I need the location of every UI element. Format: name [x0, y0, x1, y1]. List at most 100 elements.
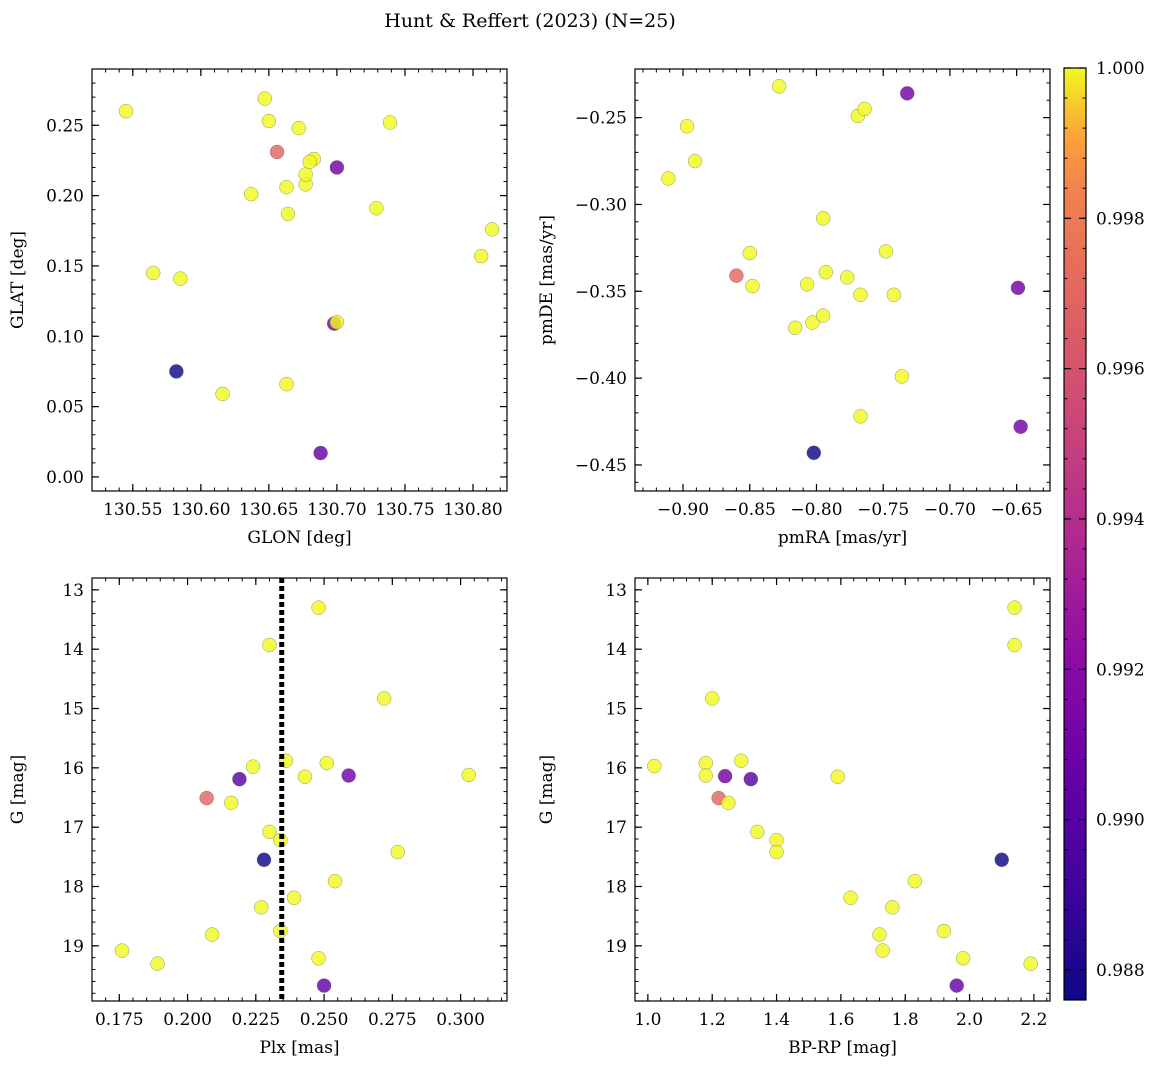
scatter-point: [806, 445, 822, 461]
y-axis-label: pmDE [mas/yr]: [537, 215, 557, 345]
scatter-point: [256, 852, 272, 868]
scatter-point: [894, 369, 910, 384]
x-axis-label: pmRA [mas/yr]: [778, 528, 907, 548]
y-tick-label: 0.25: [46, 116, 84, 136]
x-tick-label: 0.200: [163, 1010, 212, 1030]
scatter-point: [297, 769, 313, 784]
scatter-point: [473, 248, 489, 264]
scatter-point: [886, 287, 902, 303]
points: [118, 91, 500, 461]
y-tick-label: 0.05: [46, 398, 84, 418]
y-tick-label: −0.25: [575, 109, 627, 129]
colorbar-tick-label: 0.994: [1096, 510, 1145, 530]
y-tick-label: 15: [62, 700, 84, 720]
scatter-point: [679, 119, 695, 134]
x-tick-label: 130.65: [239, 500, 298, 520]
x-tick-label: 0.225: [231, 1010, 280, 1030]
scatter-point: [875, 943, 890, 958]
scatter-point: [376, 691, 392, 706]
scatter-point: [769, 844, 784, 860]
scatter-point: [223, 795, 239, 811]
scatter-point: [878, 244, 894, 259]
scatter-point: [799, 277, 815, 292]
x-tick-label: 130.80: [443, 500, 502, 520]
scatter-point: [949, 978, 964, 993]
y-tick-label: 14: [605, 640, 627, 660]
scatter-point: [787, 320, 803, 336]
scatter-point: [853, 287, 868, 303]
points: [647, 600, 1038, 993]
y-tick-label: −0.40: [575, 369, 627, 389]
scatter-point: [390, 844, 406, 860]
y-tick-label: 13: [605, 581, 627, 601]
scatter-point: [733, 753, 749, 768]
scatter-point: [327, 873, 343, 889]
scatter-point: [279, 179, 294, 195]
panel-bprp-g: 1.0 1.2 1.4 1.6 1.8 2.0 2.2 13 14 15 16 17 18 19 BP-RP…: [537, 577, 1051, 1058]
x-tick-label: 1.0: [634, 1010, 661, 1030]
scatter-point: [818, 264, 834, 280]
y-tick-label: −0.30: [575, 195, 627, 215]
scatter-point: [114, 943, 130, 958]
panel-plx-g: 0.175 0.200 0.225 0.250 0.275 0.300 13 14 15 16 17…: [8, 577, 508, 1058]
figure-title: Hunt & Reffert (2023) (N=25): [384, 10, 676, 32]
y-tick-label: 13: [62, 581, 84, 601]
scatter-point: [717, 768, 733, 784]
x-tick-label: 1.8: [892, 1010, 919, 1030]
scatter-point: [169, 364, 184, 379]
x-tick-label: 130.70: [307, 500, 366, 520]
scatter-point: [262, 637, 277, 653]
scatter-point: [302, 154, 317, 170]
scatter-point: [1013, 419, 1028, 434]
y-tick-label: 0.00: [46, 468, 84, 488]
x-axis-label: Plx [mas]: [259, 1038, 339, 1058]
scatter-point: [749, 824, 765, 840]
scatter-point: [311, 951, 326, 966]
y-axis-label: G [mag]: [8, 755, 28, 824]
y-axis-label: GLAT [deg]: [8, 231, 28, 329]
scatter-point: [647, 758, 662, 774]
scatter-point: [280, 206, 296, 222]
scatter-point: [687, 153, 703, 169]
y-tick-label: 14: [62, 640, 84, 660]
scatter-point: [291, 120, 307, 136]
y-tick-label: 0.10: [46, 327, 84, 347]
scatter-point: [173, 271, 188, 286]
y-tick-label: 19: [62, 937, 84, 957]
x-tick-label: 130.60: [171, 500, 230, 520]
x-tick-label: 2.0: [956, 1010, 983, 1030]
scatter-point: [382, 115, 398, 130]
scatter-point: [857, 101, 872, 117]
x-tick-label: −0.65: [991, 500, 1043, 520]
x-tick-label: 0.250: [300, 1010, 349, 1030]
scatter-point: [853, 409, 868, 424]
scatter-point: [1007, 637, 1022, 653]
scatter-point: [815, 211, 831, 226]
points: [661, 79, 1028, 461]
scatter-point: [269, 144, 285, 160]
colorbar-tick-label: 0.988: [1096, 961, 1145, 981]
scatter-point: [815, 308, 831, 323]
x-tick-label: 0.175: [95, 1010, 144, 1030]
tick-marks: [634, 577, 1050, 1001]
colorbar-tick-label: 0.998: [1096, 209, 1145, 229]
x-tick-label: 1.2: [699, 1010, 726, 1030]
scatter-point: [885, 900, 900, 915]
scatter-point: [150, 956, 165, 971]
colorbar: 0.988 0.990 0.992 0.994 0.996 0.998 1.000: [1063, 59, 1145, 1001]
y-tick-label: 19: [605, 937, 627, 957]
scatter-point: [298, 167, 313, 182]
x-tick-label: −0.90: [657, 500, 709, 520]
colorbar-tick-label: 0.990: [1096, 811, 1145, 831]
scatter-point: [721, 795, 736, 811]
y-tick-label: 17: [605, 818, 627, 838]
x-tick-label: −0.70: [924, 500, 976, 520]
scatter-point: [245, 759, 261, 774]
scatter-point: [742, 245, 758, 261]
scatter-point: [1023, 956, 1038, 971]
panels: 130.55 130.60 130.65 130.70 130.75 130.80 0.00…: [8, 68, 1051, 1058]
scatter-point: [262, 824, 277, 840]
scatter-point: [199, 790, 214, 806]
scatter-point: [329, 314, 345, 330]
scatter-point: [955, 951, 971, 966]
